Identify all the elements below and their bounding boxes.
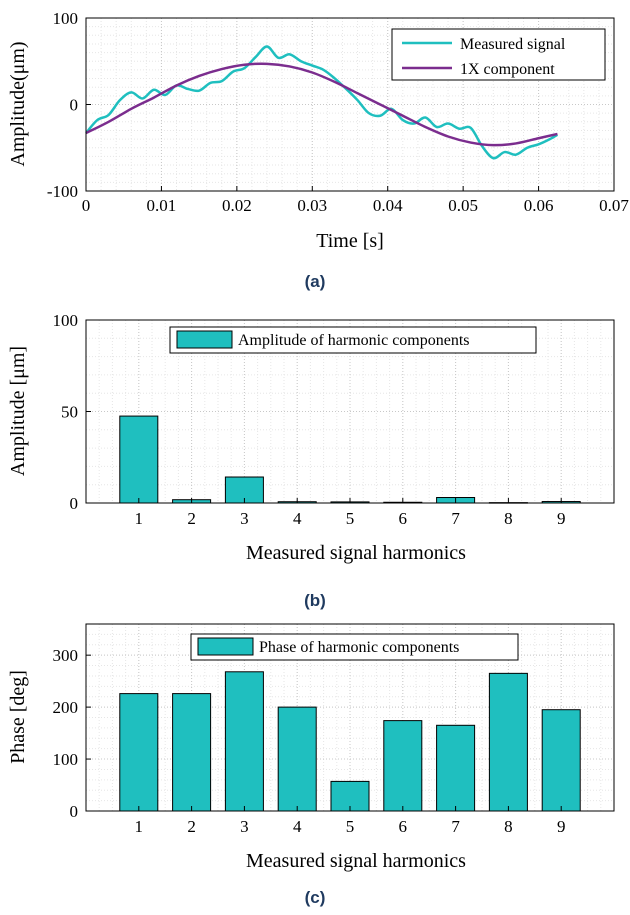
y-tick-label: -100 [47, 182, 78, 201]
x-tick-label: 0.07 [599, 196, 629, 215]
panel-b-legend: Amplitude of harmonic components [169, 326, 537, 354]
panel-a-y-ticks: -100 0 100 [47, 9, 91, 201]
x-tick-label: 0.05 [448, 196, 478, 215]
panel-a-legend: Measured signal 1X component [391, 28, 606, 81]
panel-c-y-ticks: 0 100 200 300 [53, 646, 91, 821]
x-tick-label: 6 [399, 509, 408, 528]
legend-label-phase: Phase of harmonic components [259, 639, 459, 656]
x-tick-label: 0.03 [297, 196, 327, 215]
y-tick-label: 0 [70, 96, 79, 115]
bar-harmonic-2 [172, 693, 212, 812]
x-tick-label: 5 [346, 509, 355, 528]
bar-harmonic-3 [224, 671, 264, 812]
y-tick-label: 100 [53, 9, 79, 28]
panel-b-caption: (b) [304, 591, 326, 610]
panel-c-caption: (c) [305, 888, 326, 907]
panel-c-x-axis-label: Measured signal harmonics [246, 850, 466, 872]
y-tick-label: 300 [53, 646, 79, 665]
x-tick-label: 1 [135, 509, 144, 528]
x-tick-label: 3 [240, 509, 249, 528]
x-tick-label: 7 [451, 509, 460, 528]
panel-a-legend-box [391, 28, 606, 81]
panel-a-caption: (a) [305, 272, 326, 291]
bar-harmonic-1 [119, 693, 159, 812]
bar-harmonic-9 [541, 709, 581, 812]
x-tick-label: 3 [240, 817, 249, 836]
x-tick-label: 0 [82, 196, 91, 215]
x-tick-label: 9 [557, 817, 566, 836]
panel-a-series [85, 45, 559, 160]
x-tick-label: 2 [187, 817, 196, 836]
panel-b-x-axis-label: Measured signal harmonics [246, 542, 466, 564]
x-tick-label: 0.01 [147, 196, 177, 215]
x-tick-label: 2 [187, 509, 196, 528]
x-tick-label: 9 [557, 509, 566, 528]
x-tick-label: 4 [293, 817, 302, 836]
bar-harmonic-8 [488, 672, 528, 812]
panel-a-x-ticks: 0 0.01 0.02 0.03 0.04 0.05 0.06 0.07 [82, 186, 629, 215]
x-tick-label: 5 [346, 817, 355, 836]
panel-b-bars [119, 415, 581, 504]
x-tick-label: 1 [135, 817, 144, 836]
y-tick-label: 200 [53, 698, 79, 717]
panel-c-x-ticks: 1 2 3 4 5 6 7 8 9 [135, 806, 566, 836]
panel-c-bar-chart: 1 2 3 4 5 6 7 8 9 0 100 200 300 Measured signal har… [7, 623, 615, 907]
panel-a-y-axis-label: Amplitude(μm) [7, 41, 29, 166]
panel-a-x-axis-label: Time [s] [316, 230, 384, 252]
bar-harmonic-7 [436, 724, 476, 812]
legend-label-amplitude: Amplitude of harmonic components [238, 332, 470, 349]
legend-label-1x-component: 1X component [460, 61, 555, 78]
legend-swatch-phase [197, 637, 254, 656]
x-tick-label: 4 [293, 509, 302, 528]
legend-label-measured-signal: Measured signal [460, 36, 566, 53]
series-line-measured-signal [85, 45, 559, 160]
panel-b-y-ticks: 0 50 100 [53, 311, 91, 513]
bar-harmonic-4 [277, 706, 317, 812]
x-tick-label: 0.06 [524, 196, 554, 215]
x-tick-label: 8 [504, 817, 513, 836]
x-tick-label: 0.02 [222, 196, 252, 215]
panel-b-bar-chart: 1 2 3 4 5 6 7 8 9 0 50 100 Measured signal harmoni… [7, 311, 615, 610]
x-tick-label: 0.04 [373, 196, 403, 215]
panel-b-x-ticks: 1 2 3 4 5 6 7 8 9 [135, 498, 566, 528]
x-tick-label: 6 [399, 817, 408, 836]
panel-c-y-axis-label: Phase [deg] [7, 670, 29, 764]
y-tick-label: 100 [53, 750, 79, 769]
x-tick-label: 7 [451, 817, 460, 836]
bar-harmonic-1 [119, 415, 159, 504]
panel-c-bars [119, 671, 581, 812]
y-tick-label: 100 [53, 311, 79, 330]
legend-swatch-amplitude [176, 330, 233, 349]
panel-b-y-axis-label: Amplitude [μm] [7, 346, 29, 476]
bar-harmonic-6 [383, 720, 423, 812]
series-line-1x-component [85, 62, 558, 147]
y-tick-label: 0 [70, 802, 79, 821]
y-tick-label: 0 [70, 494, 79, 513]
y-tick-label: 50 [61, 403, 78, 422]
x-tick-label: 8 [504, 509, 513, 528]
panel-c-legend: Phase of harmonic components [190, 633, 519, 661]
